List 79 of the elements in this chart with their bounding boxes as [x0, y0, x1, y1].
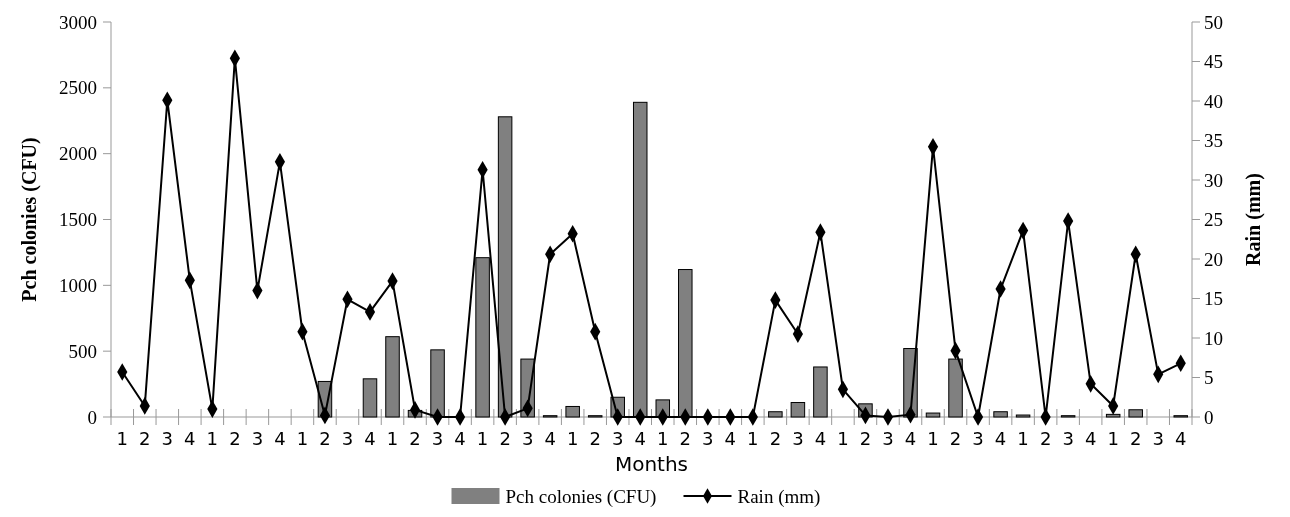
x-tick-label: 3: [972, 428, 984, 449]
x-tick-label: 1: [116, 428, 128, 449]
bar: [993, 411, 1008, 418]
y-tick-label: 1500: [59, 209, 97, 231]
y2-tick-label: 35: [1204, 130, 1223, 152]
x-tick-label: 2: [589, 428, 601, 449]
x-tick-label: 3: [702, 428, 714, 449]
x-tick-label: 4: [904, 428, 917, 449]
x-tick-label: 2: [859, 428, 872, 449]
x-tick-label: 3: [161, 428, 174, 449]
x-tick-label: 2: [229, 428, 241, 449]
x-tick-label: 4: [184, 428, 196, 449]
legend-label: Pch colonies (CFU): [505, 485, 657, 508]
y2-tick-label: 15: [1204, 288, 1223, 310]
x-tick-label: 4: [364, 428, 376, 449]
y2-axis-title: Rain (mm): [1242, 173, 1265, 266]
bar: [925, 412, 941, 418]
x-tick-label: 1: [386, 428, 399, 449]
x-tick-label: 1: [657, 428, 669, 449]
bar: [1128, 409, 1143, 418]
y2-tick-label: 20: [1204, 248, 1223, 270]
x-tick-label: 2: [139, 428, 151, 449]
y-tick-label: 2500: [59, 77, 97, 99]
x-tick-label: 4: [1175, 428, 1187, 449]
x-tick-label: 3: [341, 428, 354, 449]
x-tick-label: 3: [1152, 428, 1164, 449]
y2-tick-label: 0: [1204, 406, 1214, 428]
x-tick-label: 4: [724, 428, 737, 449]
x-tick-label: 3: [251, 428, 264, 449]
y-tick-label: 3000: [59, 11, 97, 33]
x-tick-label: 3: [1062, 428, 1074, 449]
x-tick-label: 1: [566, 428, 579, 449]
x-tick-label: 4: [1084, 428, 1097, 449]
y2-tick-label: 25: [1204, 209, 1223, 231]
y-tick-label: 0: [87, 406, 97, 428]
legend-label: Rain (mm): [737, 485, 821, 508]
y-tick-label: 500: [68, 340, 97, 362]
y2-tick-label: 40: [1204, 90, 1223, 112]
x-tick-label: 3: [611, 428, 624, 449]
y-tick-label: 2000: [59, 143, 97, 165]
x-tick-label: 3: [882, 428, 894, 449]
bar: [565, 405, 580, 418]
x-tick-label: 2: [679, 428, 692, 449]
x-tick-label: 2: [319, 428, 331, 449]
y2-tick-label: 10: [1204, 327, 1223, 349]
x-tick-label: 2: [1129, 428, 1142, 449]
bar: [790, 402, 806, 418]
y2-tick-label: 50: [1204, 11, 1223, 33]
bar: [768, 411, 783, 418]
x-tick-label: 4: [814, 428, 827, 449]
x-axis-title: Months: [614, 452, 689, 476]
x-tick-label: 3: [431, 428, 444, 449]
x-tick-label: 2: [409, 428, 421, 449]
y-tick-label: 1000: [59, 274, 97, 296]
x-tick-label: 2: [499, 428, 511, 449]
x-tick-label: 4: [544, 428, 556, 449]
x-tick-label: 1: [296, 428, 309, 449]
y2-tick-label: 5: [1204, 367, 1214, 389]
bar: [813, 366, 828, 418]
x-tick-label: 2: [949, 428, 962, 449]
x-tick-label: 4: [274, 428, 286, 449]
x-tick-label: 1: [927, 428, 939, 449]
x-tick-label: 1: [1017, 428, 1029, 449]
x-tick-label: 2: [769, 428, 782, 449]
x-tick-label: 1: [747, 428, 759, 449]
x-tick-label: 4: [634, 428, 646, 449]
x-tick-label: 1: [476, 428, 489, 449]
y2-tick-label: 45: [1204, 51, 1223, 73]
x-tick-label: 2: [1039, 428, 1052, 449]
x-tick-label: 4: [994, 428, 1007, 449]
x-tick-label: 1: [206, 428, 219, 449]
x-tick-label: 3: [792, 428, 804, 449]
x-tick-label: 1: [1107, 428, 1119, 449]
x-tick-label: 3: [521, 428, 534, 449]
y-axis-title: Pch colonies (CFU): [18, 137, 41, 302]
y2-tick-label: 30: [1204, 169, 1223, 191]
x-tick-label: 1: [837, 428, 849, 449]
x-tick-label: 4: [454, 428, 466, 449]
bar: [362, 378, 378, 418]
